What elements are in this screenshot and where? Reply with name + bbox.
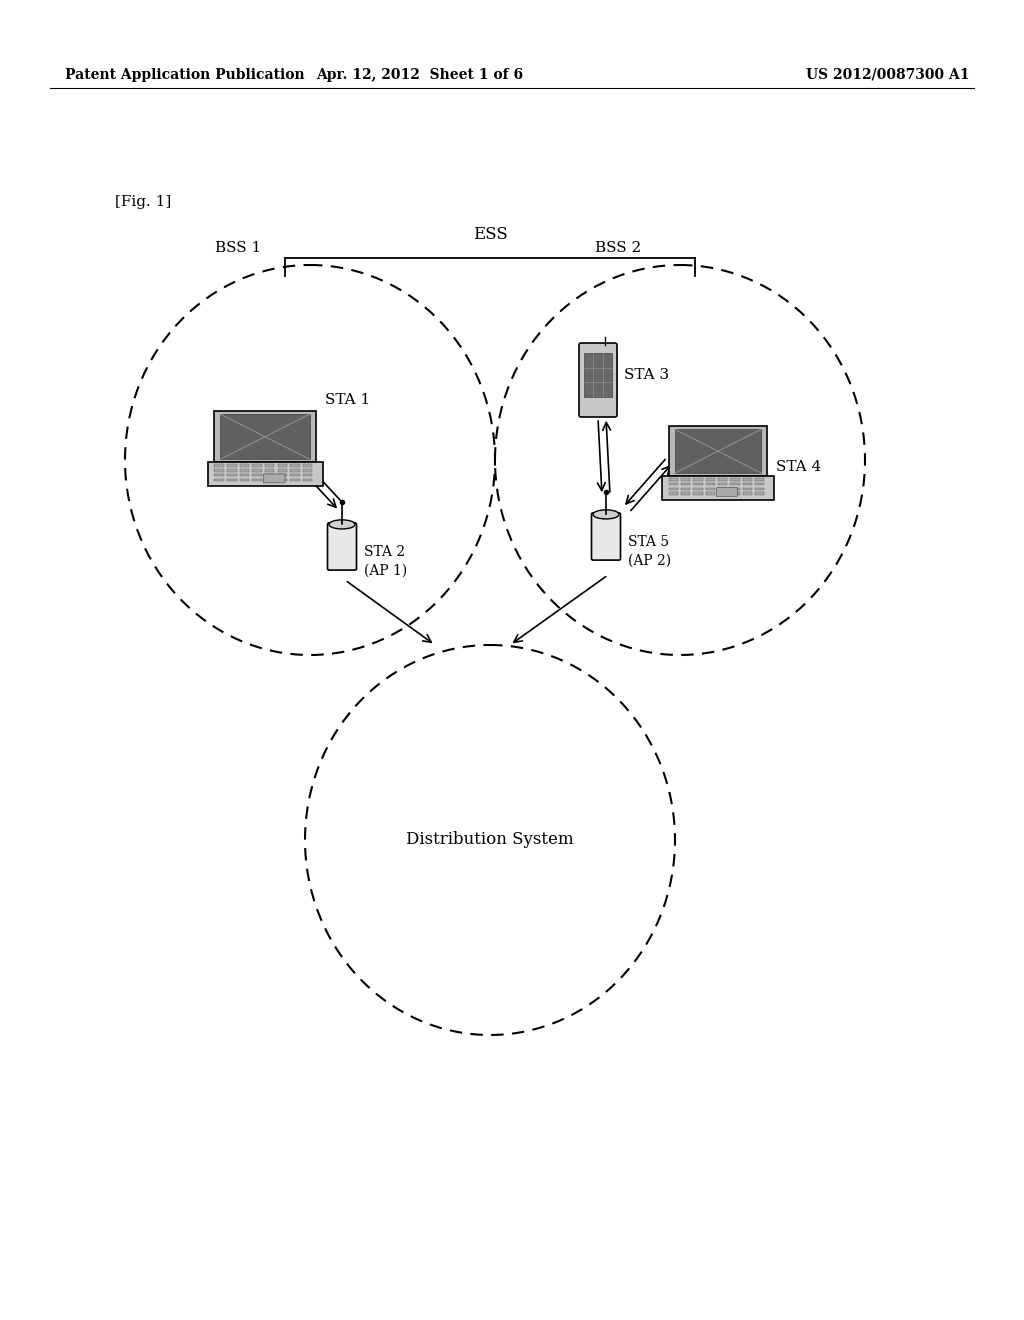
FancyBboxPatch shape: [290, 465, 300, 467]
FancyBboxPatch shape: [706, 483, 715, 486]
Text: Apr. 12, 2012  Sheet 1 of 6: Apr. 12, 2012 Sheet 1 of 6: [316, 69, 523, 82]
Ellipse shape: [593, 510, 618, 519]
FancyBboxPatch shape: [706, 478, 715, 480]
FancyBboxPatch shape: [585, 354, 611, 397]
FancyBboxPatch shape: [669, 478, 678, 480]
FancyBboxPatch shape: [278, 469, 287, 471]
Text: Distribution System: Distribution System: [407, 832, 573, 849]
FancyBboxPatch shape: [730, 478, 739, 480]
Polygon shape: [675, 429, 762, 473]
Ellipse shape: [329, 520, 355, 529]
FancyBboxPatch shape: [290, 479, 300, 482]
FancyBboxPatch shape: [214, 465, 224, 467]
FancyBboxPatch shape: [669, 483, 678, 486]
FancyBboxPatch shape: [240, 469, 249, 471]
FancyBboxPatch shape: [303, 469, 312, 471]
FancyBboxPatch shape: [290, 474, 300, 477]
FancyBboxPatch shape: [214, 469, 224, 471]
FancyBboxPatch shape: [718, 483, 727, 486]
FancyBboxPatch shape: [755, 487, 764, 490]
FancyBboxPatch shape: [252, 465, 262, 467]
FancyBboxPatch shape: [742, 478, 752, 480]
FancyBboxPatch shape: [755, 483, 764, 486]
Text: STA 5
(AP 2): STA 5 (AP 2): [628, 535, 671, 568]
FancyBboxPatch shape: [265, 469, 274, 471]
Text: ESS: ESS: [473, 226, 507, 243]
FancyBboxPatch shape: [730, 487, 739, 490]
FancyBboxPatch shape: [742, 492, 752, 495]
Polygon shape: [669, 425, 767, 475]
FancyBboxPatch shape: [730, 492, 739, 495]
FancyBboxPatch shape: [227, 474, 237, 477]
FancyBboxPatch shape: [669, 492, 678, 495]
FancyBboxPatch shape: [742, 483, 752, 486]
FancyBboxPatch shape: [579, 343, 617, 417]
Text: BSS 2: BSS 2: [595, 242, 641, 255]
FancyBboxPatch shape: [265, 474, 274, 477]
FancyBboxPatch shape: [265, 465, 274, 467]
FancyBboxPatch shape: [240, 465, 249, 467]
FancyBboxPatch shape: [693, 478, 702, 480]
FancyBboxPatch shape: [742, 487, 752, 490]
FancyBboxPatch shape: [718, 478, 727, 480]
FancyBboxPatch shape: [265, 479, 274, 482]
FancyBboxPatch shape: [240, 479, 249, 482]
FancyBboxPatch shape: [693, 492, 702, 495]
Text: STA 4: STA 4: [776, 459, 821, 474]
FancyBboxPatch shape: [693, 487, 702, 490]
Polygon shape: [220, 414, 309, 459]
FancyBboxPatch shape: [227, 479, 237, 482]
FancyBboxPatch shape: [303, 465, 312, 467]
FancyBboxPatch shape: [662, 475, 774, 500]
FancyBboxPatch shape: [278, 474, 287, 477]
FancyBboxPatch shape: [278, 479, 287, 482]
FancyBboxPatch shape: [208, 462, 323, 486]
Text: US 2012/0087300 A1: US 2012/0087300 A1: [807, 69, 970, 82]
FancyBboxPatch shape: [252, 469, 262, 471]
FancyBboxPatch shape: [263, 474, 285, 483]
FancyBboxPatch shape: [681, 483, 690, 486]
FancyBboxPatch shape: [303, 479, 312, 482]
Text: STA 1: STA 1: [325, 393, 371, 407]
FancyBboxPatch shape: [328, 523, 356, 570]
FancyBboxPatch shape: [681, 492, 690, 495]
Text: [Fig. 1]: [Fig. 1]: [115, 195, 171, 209]
FancyBboxPatch shape: [718, 487, 727, 490]
FancyBboxPatch shape: [681, 478, 690, 480]
FancyBboxPatch shape: [252, 474, 262, 477]
Text: Patent Application Publication: Patent Application Publication: [65, 69, 304, 82]
FancyBboxPatch shape: [718, 492, 727, 495]
FancyBboxPatch shape: [755, 492, 764, 495]
FancyBboxPatch shape: [227, 469, 237, 471]
FancyBboxPatch shape: [227, 465, 237, 467]
Text: STA 2
(AP 1): STA 2 (AP 1): [364, 545, 408, 577]
FancyBboxPatch shape: [592, 513, 621, 560]
FancyBboxPatch shape: [693, 483, 702, 486]
FancyBboxPatch shape: [706, 487, 715, 490]
FancyBboxPatch shape: [240, 474, 249, 477]
FancyBboxPatch shape: [681, 487, 690, 490]
FancyBboxPatch shape: [252, 479, 262, 482]
FancyBboxPatch shape: [278, 465, 287, 467]
FancyBboxPatch shape: [290, 469, 300, 471]
FancyBboxPatch shape: [730, 483, 739, 486]
FancyBboxPatch shape: [706, 492, 715, 495]
FancyBboxPatch shape: [214, 479, 224, 482]
Text: BSS 1: BSS 1: [215, 242, 261, 255]
FancyBboxPatch shape: [717, 487, 737, 496]
Text: STA 3: STA 3: [624, 368, 669, 381]
FancyBboxPatch shape: [214, 474, 224, 477]
Polygon shape: [214, 411, 315, 462]
FancyBboxPatch shape: [303, 474, 312, 477]
FancyBboxPatch shape: [755, 478, 764, 480]
FancyBboxPatch shape: [669, 487, 678, 490]
